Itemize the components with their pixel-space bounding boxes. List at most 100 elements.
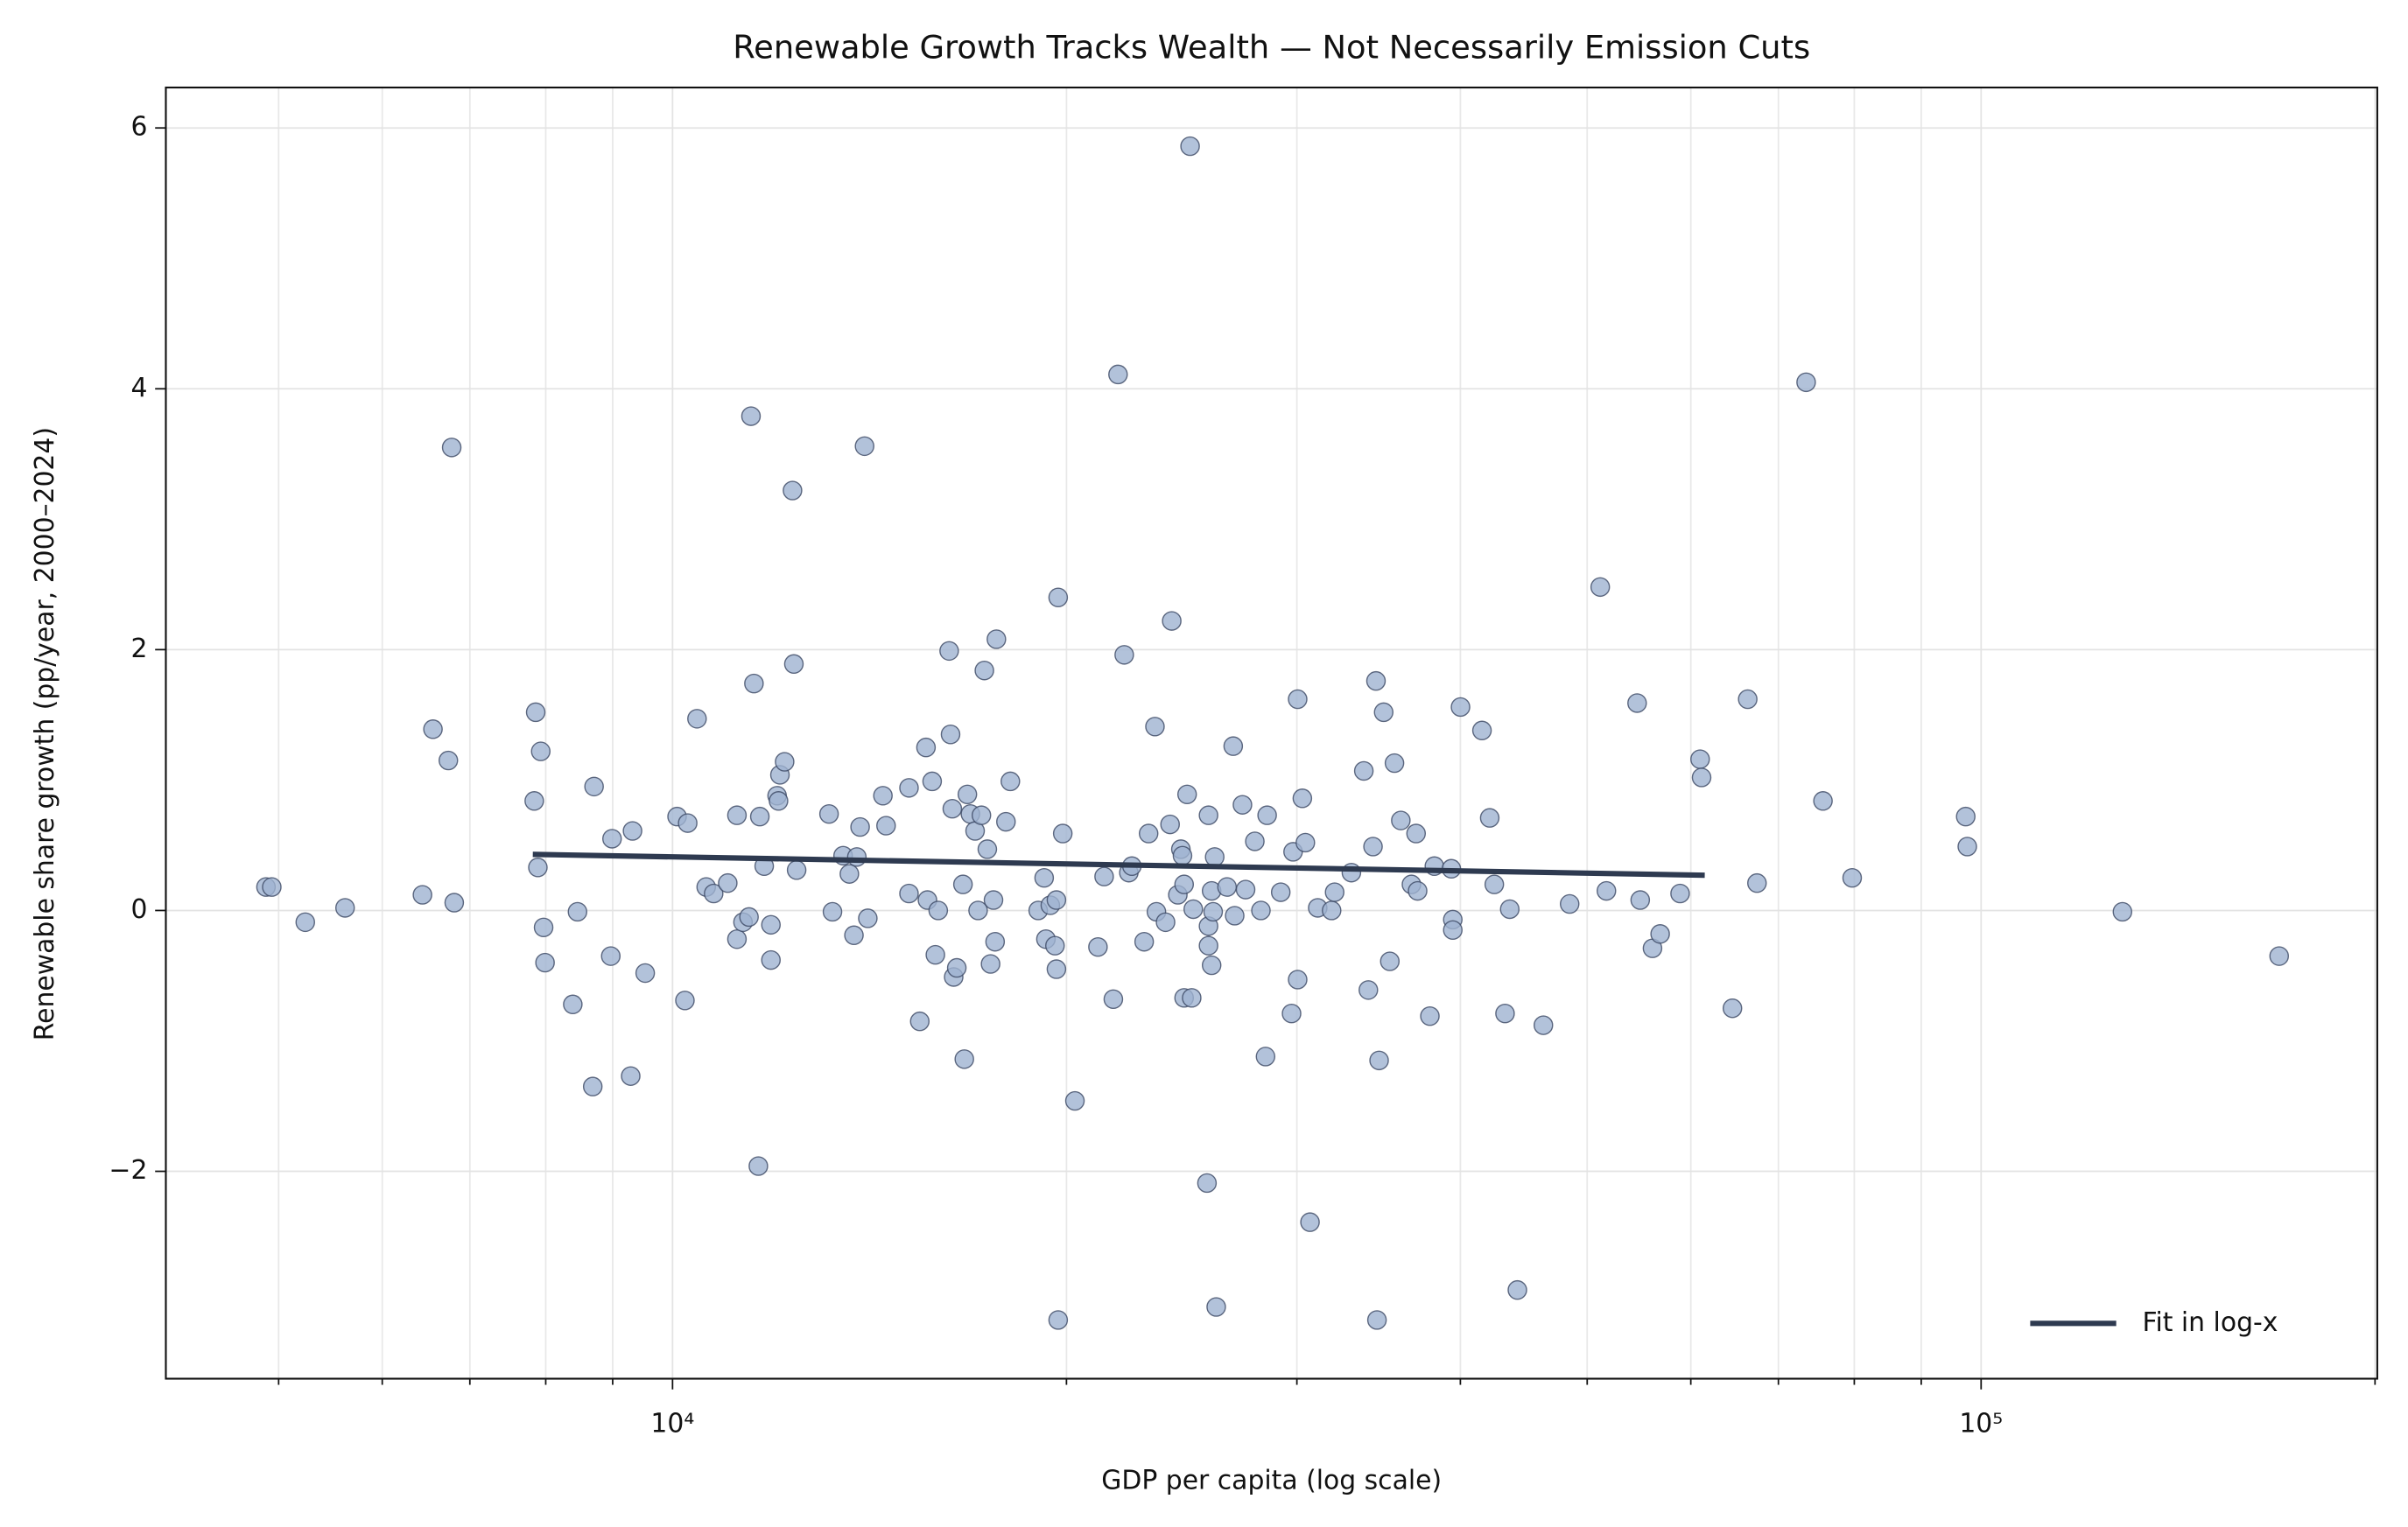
point bbox=[1322, 900, 1342, 921]
point bbox=[1627, 693, 1647, 713]
point bbox=[748, 1156, 769, 1176]
point bbox=[1722, 998, 1743, 1019]
point bbox=[1420, 1005, 1440, 1026]
y-tick-label: 6 bbox=[130, 112, 147, 143]
point bbox=[1365, 670, 1387, 691]
point bbox=[1160, 814, 1180, 835]
point bbox=[1094, 866, 1114, 886]
point bbox=[1048, 1310, 1069, 1330]
point bbox=[786, 860, 807, 880]
point bbox=[1443, 920, 1463, 941]
point bbox=[1369, 1050, 1389, 1071]
point bbox=[1499, 899, 1520, 920]
point bbox=[718, 872, 738, 893]
point bbox=[1363, 837, 1383, 857]
point bbox=[822, 901, 843, 922]
point bbox=[334, 898, 355, 918]
point bbox=[858, 908, 878, 928]
point bbox=[1670, 883, 1690, 904]
point bbox=[1391, 810, 1411, 830]
point bbox=[423, 719, 443, 739]
point bbox=[600, 946, 621, 966]
point bbox=[1559, 893, 1580, 914]
point bbox=[262, 877, 282, 897]
point bbox=[957, 784, 978, 805]
point bbox=[533, 917, 554, 938]
point bbox=[928, 900, 949, 921]
fit-line bbox=[532, 851, 1705, 879]
point bbox=[621, 1066, 641, 1086]
point bbox=[1217, 877, 1238, 897]
point bbox=[1747, 872, 1767, 893]
point bbox=[535, 952, 555, 973]
point bbox=[1182, 988, 1202, 1008]
point bbox=[1690, 749, 1710, 769]
point bbox=[528, 858, 548, 878]
point bbox=[954, 1049, 974, 1069]
point bbox=[1174, 874, 1195, 894]
point bbox=[1048, 587, 1069, 607]
point bbox=[761, 949, 781, 970]
point bbox=[1088, 936, 1108, 957]
point bbox=[1203, 901, 1224, 922]
point bbox=[1533, 1015, 1554, 1035]
point bbox=[1373, 702, 1394, 723]
point bbox=[563, 994, 583, 1014]
point bbox=[1251, 900, 1271, 921]
point bbox=[1738, 689, 1758, 710]
point bbox=[1172, 845, 1193, 866]
point bbox=[1366, 1310, 1387, 1330]
point bbox=[1064, 1090, 1085, 1111]
point bbox=[1245, 831, 1265, 851]
point bbox=[1034, 867, 1055, 888]
point bbox=[873, 786, 893, 806]
point bbox=[1479, 808, 1500, 828]
point bbox=[1155, 912, 1176, 933]
point bbox=[977, 839, 998, 859]
x-tick-label: 10⁴ bbox=[650, 1409, 694, 1439]
y-tick-label: 2 bbox=[130, 634, 147, 664]
point bbox=[1813, 791, 1833, 811]
y-tick-label: 0 bbox=[130, 894, 147, 925]
point bbox=[1225, 906, 1245, 926]
point bbox=[1324, 882, 1344, 902]
point bbox=[1138, 823, 1159, 844]
point bbox=[1597, 880, 1617, 901]
point bbox=[2112, 901, 2133, 922]
point bbox=[1223, 736, 1244, 756]
point bbox=[939, 641, 959, 662]
point bbox=[677, 813, 698, 833]
point bbox=[980, 954, 1000, 974]
y-axis-label: Renewable share growth (pp/year, 2000–20… bbox=[30, 427, 60, 1040]
point bbox=[1235, 879, 1256, 900]
point bbox=[946, 957, 967, 978]
point bbox=[1495, 1003, 1515, 1024]
point bbox=[783, 480, 803, 501]
point bbox=[1000, 771, 1021, 792]
point bbox=[530, 741, 551, 761]
point bbox=[839, 864, 860, 884]
point bbox=[744, 673, 764, 694]
point bbox=[749, 806, 770, 827]
point bbox=[850, 816, 870, 837]
point bbox=[1046, 890, 1067, 910]
point bbox=[1145, 717, 1165, 737]
point bbox=[925, 944, 945, 965]
point bbox=[952, 874, 973, 894]
point bbox=[909, 1011, 930, 1032]
point bbox=[1232, 795, 1253, 815]
point bbox=[1408, 880, 1428, 901]
point bbox=[1052, 823, 1073, 844]
point bbox=[601, 829, 622, 849]
point bbox=[741, 406, 762, 426]
point bbox=[687, 709, 707, 729]
point bbox=[1842, 867, 1863, 888]
x-axis-label: GDP per capita (log scale) bbox=[1101, 1466, 1442, 1496]
point bbox=[567, 901, 588, 922]
point bbox=[1204, 847, 1225, 867]
point bbox=[1590, 577, 1611, 598]
point bbox=[2269, 946, 2290, 966]
point bbox=[1134, 931, 1155, 952]
point bbox=[761, 914, 781, 935]
